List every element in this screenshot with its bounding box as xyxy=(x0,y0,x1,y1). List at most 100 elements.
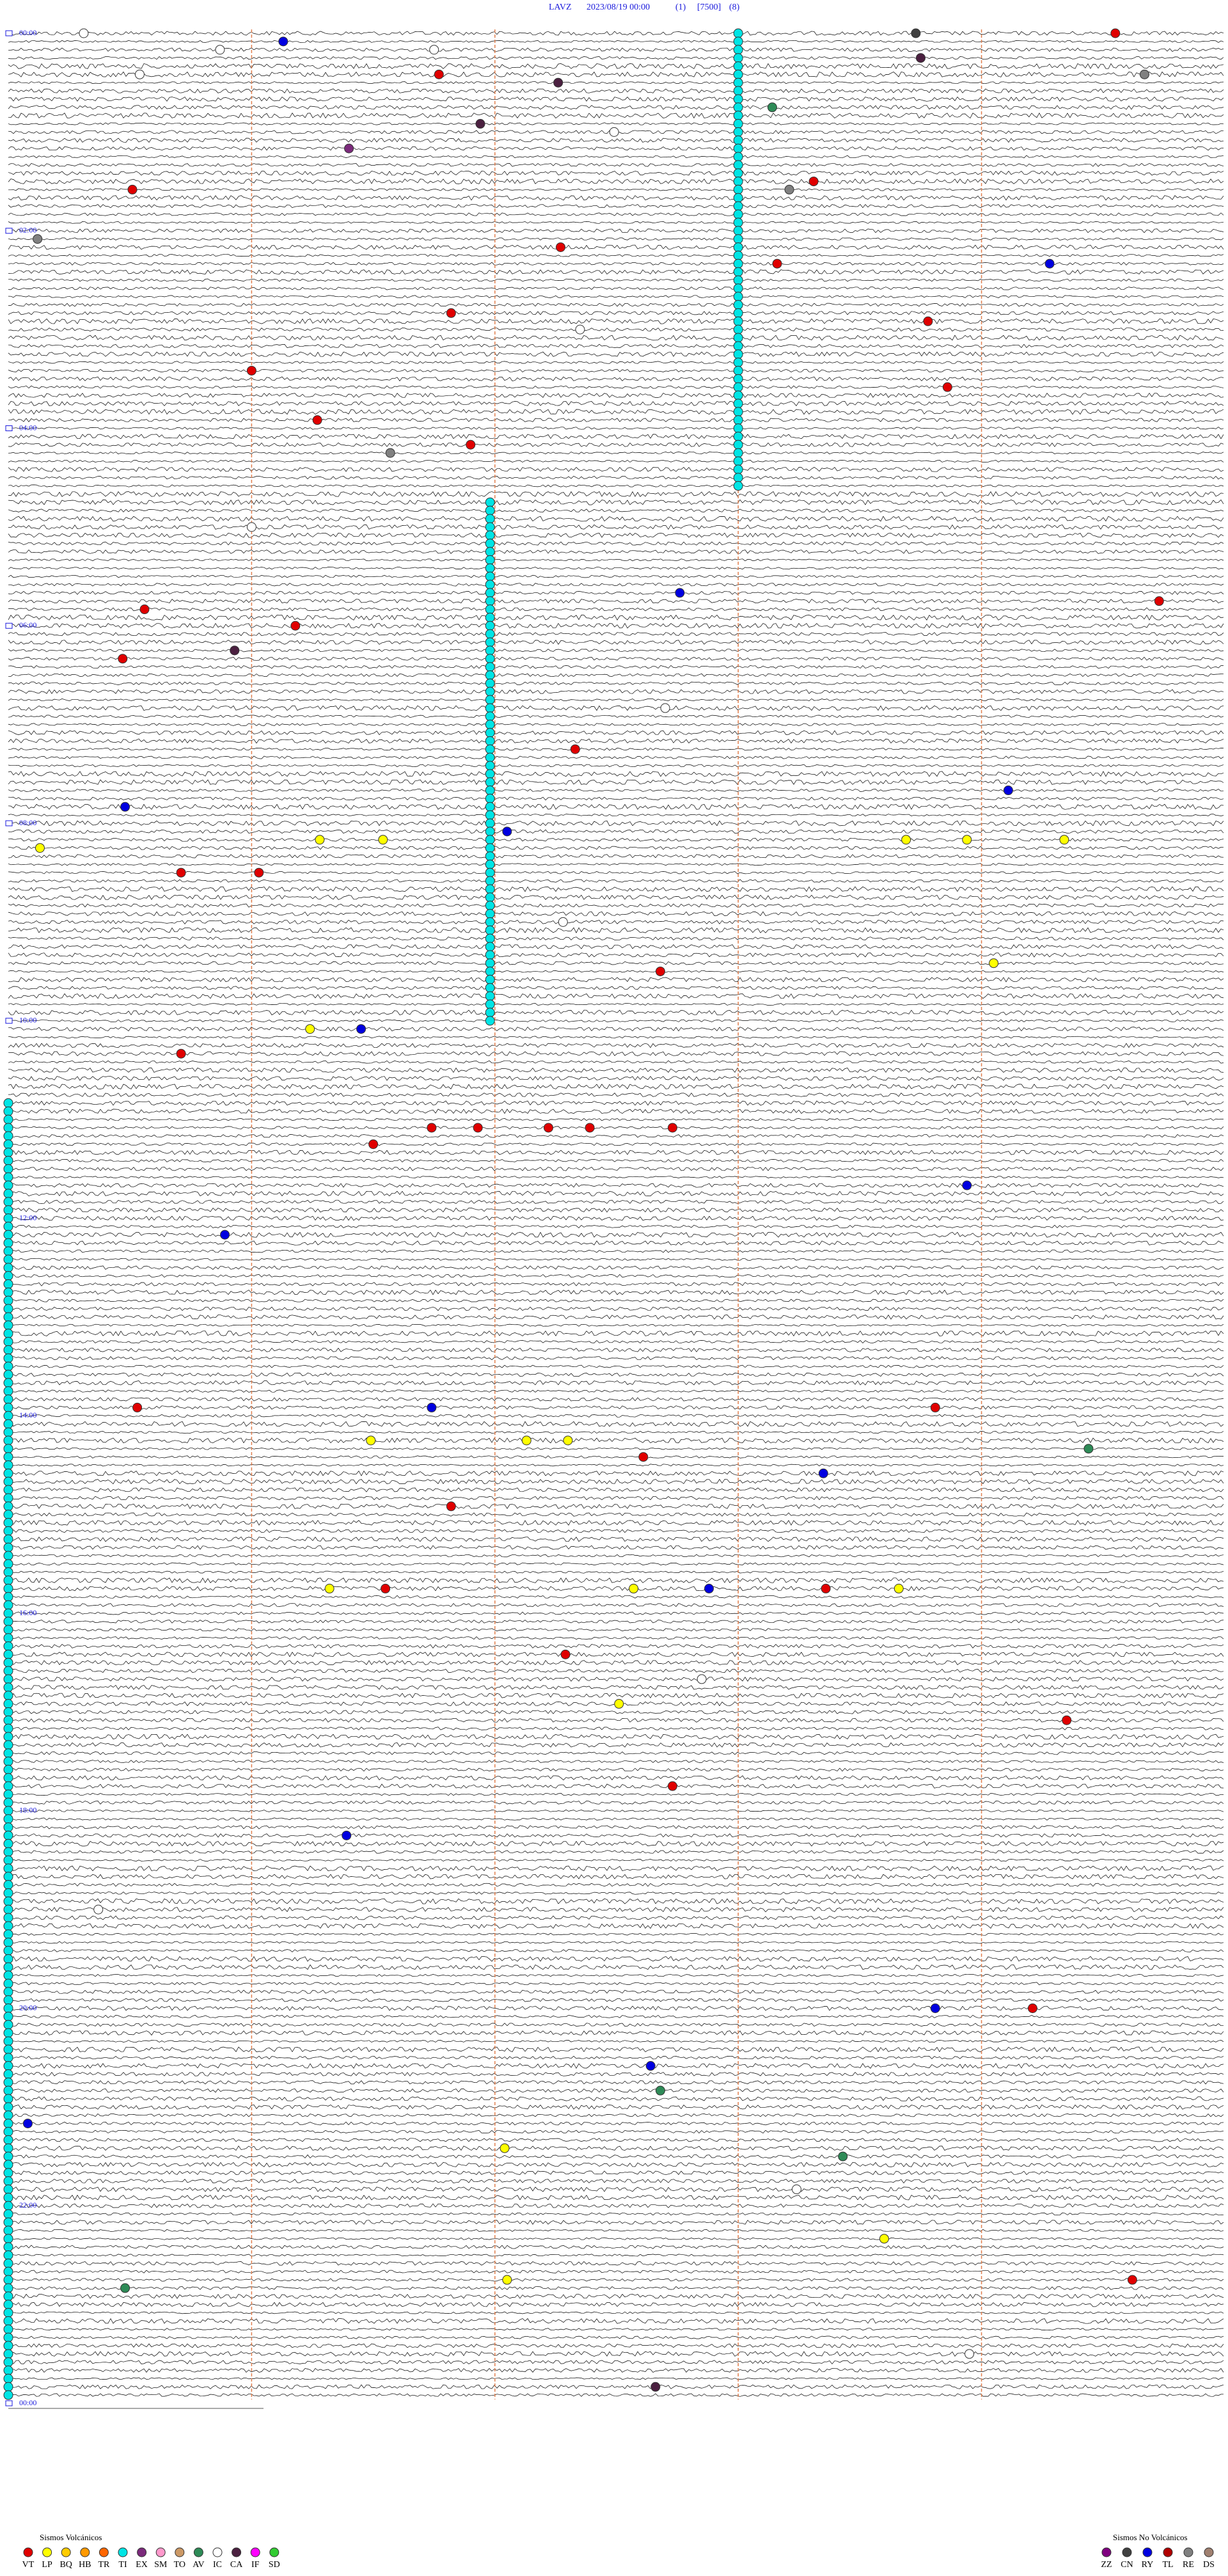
trace xyxy=(8,2328,1224,2331)
tremor-run xyxy=(485,999,495,1009)
trace xyxy=(8,1865,1224,1872)
tremor-run xyxy=(3,2011,13,2021)
trace xyxy=(8,1299,1224,1302)
event xyxy=(1110,28,1121,38)
tremor-run xyxy=(3,1517,13,1528)
trace xyxy=(8,328,1224,332)
trace xyxy=(8,715,1224,718)
trace xyxy=(8,1941,1224,1944)
event xyxy=(246,365,256,375)
trace xyxy=(8,1487,1224,1492)
event xyxy=(697,1674,707,1684)
tremor-run xyxy=(3,1740,13,1750)
tremor-run xyxy=(3,1567,13,1577)
trace xyxy=(8,1858,1224,1861)
event xyxy=(930,2003,940,2013)
trace xyxy=(8,1067,1224,1073)
tremor-run xyxy=(733,275,743,285)
trace xyxy=(8,698,1224,702)
tremor-run xyxy=(3,1682,13,1693)
trace xyxy=(8,427,1224,430)
tremor-run xyxy=(733,111,743,121)
trace xyxy=(8,1710,1224,1714)
trace xyxy=(8,2145,1224,2151)
tremor-run xyxy=(3,1674,13,1684)
trace xyxy=(8,1478,1224,1485)
tremor-run xyxy=(3,1732,13,1742)
tremor-run xyxy=(3,1452,13,1462)
event xyxy=(176,867,186,878)
trace xyxy=(8,558,1224,562)
tremor-run xyxy=(3,1806,13,1816)
tremor-run xyxy=(485,769,495,779)
tremor-run xyxy=(3,2036,13,2046)
event xyxy=(176,1048,186,1059)
trace xyxy=(8,779,1224,785)
tremor-run xyxy=(485,991,495,1001)
tremor-run xyxy=(3,1748,13,1758)
tremor-run xyxy=(3,1896,13,1906)
trace xyxy=(8,475,1224,480)
tremor-run xyxy=(733,349,743,360)
tremor-run xyxy=(485,818,495,828)
tremor-run xyxy=(3,1271,13,1281)
trace xyxy=(8,2245,1224,2249)
event xyxy=(502,826,512,837)
trace xyxy=(8,1595,1224,1599)
tremor-run xyxy=(733,250,743,260)
tremor-run xyxy=(3,1838,13,1849)
trace xyxy=(8,993,1224,999)
trace xyxy=(8,656,1224,661)
tremor-run xyxy=(733,184,743,194)
time-label: 20:00 xyxy=(19,2003,36,2012)
legend-title: Sismos No Volcánicos xyxy=(1113,2533,1188,2542)
trace xyxy=(8,1060,1224,1064)
tremor-run xyxy=(3,1723,13,1734)
event xyxy=(33,234,43,244)
tremor-run xyxy=(3,1904,13,1915)
trace xyxy=(8,2063,1224,2069)
trace xyxy=(8,1727,1224,1730)
tremor-run xyxy=(485,843,495,853)
tremor-run xyxy=(3,1229,13,1240)
tremor-run xyxy=(3,1534,13,1544)
trace xyxy=(8,31,1224,36)
tremor-run xyxy=(3,1576,13,1586)
trace xyxy=(8,1240,1224,1245)
trace xyxy=(8,789,1224,792)
tremor-run xyxy=(3,1625,13,1635)
trace xyxy=(8,1026,1224,1032)
trace xyxy=(8,723,1224,726)
tremor-run xyxy=(3,1345,13,1355)
trace xyxy=(8,1437,1224,1444)
tremor-run xyxy=(485,596,495,606)
trace xyxy=(8,541,1224,546)
event xyxy=(1059,835,1069,845)
event xyxy=(344,143,354,154)
trace xyxy=(8,599,1224,604)
trace xyxy=(8,2203,1224,2208)
tremor-run xyxy=(3,1336,13,1347)
tremor-run xyxy=(485,967,495,977)
event xyxy=(434,69,444,79)
legend-label: ZZ xyxy=(1101,2560,1112,2570)
tremor-run xyxy=(3,1106,13,1116)
tremor-run xyxy=(3,2028,13,2038)
event xyxy=(342,1830,352,1840)
tremor-run xyxy=(485,588,495,598)
tremor-run xyxy=(3,1139,13,1150)
tremor-run xyxy=(3,1476,13,1487)
trace xyxy=(8,1554,1224,1558)
trace xyxy=(8,1742,1224,1748)
trace xyxy=(8,1190,1224,1197)
trace xyxy=(8,376,1224,382)
tremor-run xyxy=(3,1608,13,1618)
event xyxy=(923,316,933,326)
legend-label: AV xyxy=(193,2560,204,2570)
tremor-run xyxy=(3,1798,13,1808)
trace xyxy=(8,1693,1224,1698)
trace xyxy=(8,1603,1224,1608)
trace xyxy=(8,632,1224,636)
trace xyxy=(8,491,1224,497)
